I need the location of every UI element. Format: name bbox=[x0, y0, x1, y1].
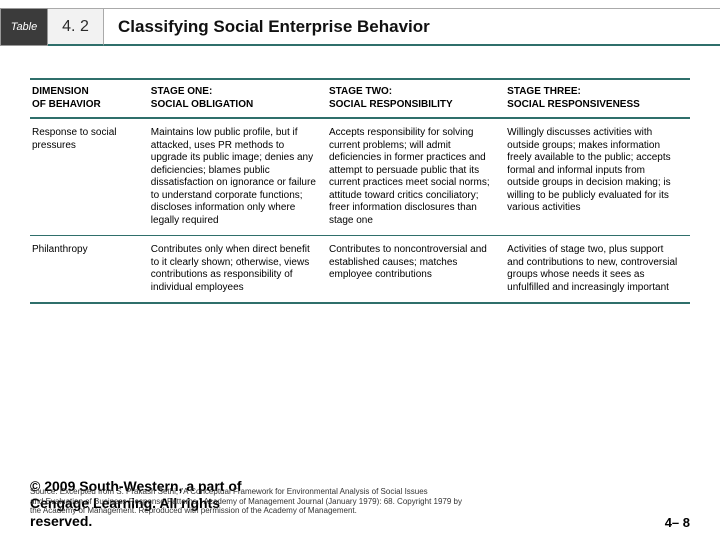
col-header-stage-one: STAGE ONE: SOCIAL OBLIGATION bbox=[149, 79, 327, 118]
table-row: Response to social pressures Maintains l… bbox=[30, 118, 690, 236]
title-number: 4. 2 bbox=[48, 8, 104, 46]
cell-stage-one: Contributes only when direct benefit to … bbox=[149, 236, 327, 304]
behavior-table: DIMENSION OF BEHAVIOR STAGE ONE: SOCIAL … bbox=[30, 78, 690, 304]
cell-stage-two: Accepts responsibility for solving curre… bbox=[327, 118, 505, 236]
title-tab: Table bbox=[0, 8, 48, 46]
col-header-line: DIMENSION bbox=[32, 86, 139, 99]
col-header-dimension: DIMENSION OF BEHAVIOR bbox=[30, 79, 149, 118]
col-header-line: STAGE TWO: bbox=[329, 86, 495, 99]
cell-stage-two: Contributes to noncontroversial and esta… bbox=[327, 236, 505, 304]
cell-stage-one: Maintains low public profile, but if att… bbox=[149, 118, 327, 236]
source-line: the Academy of Management. Reproduced wi… bbox=[30, 506, 590, 516]
table-header-row: DIMENSION OF BEHAVIOR STAGE ONE: SOCIAL … bbox=[30, 79, 690, 118]
source-line: and Evaluation of Business Response Patt… bbox=[30, 497, 590, 507]
col-header-stage-three: STAGE THREE: SOCIAL RESPONSIVENESS bbox=[505, 79, 690, 118]
page-number: 4– 8 bbox=[665, 515, 690, 530]
cell-stage-three: Willingly discusses activities with outs… bbox=[505, 118, 690, 236]
col-header-line: STAGE ONE: bbox=[151, 86, 317, 99]
col-header-line: OF BEHAVIOR bbox=[32, 99, 139, 112]
slide: Table 4. 2 Classifying Social Enterprise… bbox=[0, 0, 720, 540]
title-text: Classifying Social Enterprise Behavior bbox=[104, 8, 720, 46]
table-row: Philanthropy Contributes only when direc… bbox=[30, 236, 690, 304]
source-citation: Source: Excerpted from S. Prakash Sethi,… bbox=[30, 487, 590, 516]
col-header-line: SOCIAL RESPONSIBILITY bbox=[329, 99, 495, 112]
title-row: Table 4. 2 Classifying Social Enterprise… bbox=[0, 8, 720, 46]
source-line: Source: Excerpted from S. Prakash Sethi,… bbox=[30, 487, 590, 497]
col-header-stage-two: STAGE TWO: SOCIAL RESPONSIBILITY bbox=[327, 79, 505, 118]
col-header-line: SOCIAL RESPONSIVENESS bbox=[507, 99, 680, 112]
cell-stage-three: Activities of stage two, plus support an… bbox=[505, 236, 690, 304]
footer: Source: Excerpted from S. Prakash Sethi,… bbox=[30, 478, 690, 531]
cell-dimension: Response to social pressures bbox=[30, 118, 149, 236]
cell-dimension: Philanthropy bbox=[30, 236, 149, 304]
col-header-line: SOCIAL OBLIGATION bbox=[151, 99, 317, 112]
col-header-line: STAGE THREE: bbox=[507, 86, 680, 99]
